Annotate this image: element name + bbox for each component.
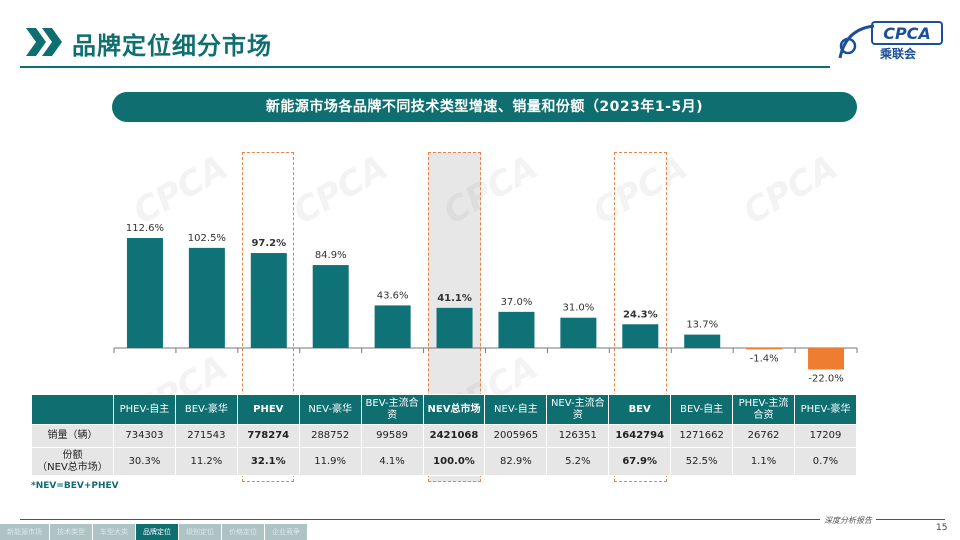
table-header-cell: NEV-主流合资: [546, 394, 610, 425]
table-row: 份额 （NEV总市场） 30.3% 11.2% 32.1% 11.9% 4.1% 100.0…: [31, 447, 858, 476]
bar: [622, 324, 659, 348]
nav-tab[interactable]: 新能源市场: [0, 524, 49, 540]
table-header-cell: BEV-豪华: [174, 394, 238, 425]
table-cell: 82.9%: [484, 447, 548, 476]
nav-tab[interactable]: 企业竞争: [265, 524, 307, 540]
table-cell: 17209: [793, 424, 858, 448]
table-cell: 734303: [113, 424, 176, 448]
table-header-cell: BEV-自主: [670, 394, 734, 425]
report-tagline: 深度分析报告: [820, 515, 876, 526]
table-cell: 1.1%: [732, 447, 795, 476]
table-header-cell: PHEV-豪华: [793, 394, 858, 425]
table-row-label: 份额 （NEV总市场）: [31, 447, 114, 476]
page-title: 品牌定位细分市场: [72, 32, 272, 60]
bar-value-label: 43.6%: [377, 290, 409, 301]
table-cell: 271543: [174, 424, 238, 448]
table-cell: 11.2%: [174, 447, 238, 476]
table-header-cell: PHEV-自主: [113, 394, 176, 425]
footer-divider: [20, 519, 945, 520]
bar: [808, 348, 845, 370]
bar: [188, 247, 225, 348]
table-cell: 26762: [732, 424, 795, 448]
bar-value-label: 37.0%: [501, 297, 533, 308]
footnote: *NEV=BEV+PHEV: [31, 481, 119, 491]
table-cell: 4.1%: [360, 447, 424, 476]
bar: [250, 253, 287, 348]
nav-tab[interactable]: 车型大类: [93, 524, 135, 540]
bar: [498, 311, 535, 348]
table-cell: 0.7%: [793, 447, 858, 476]
nav-tab[interactable]: 品牌定位: [136, 524, 178, 540]
table-cell: 30.3%: [113, 447, 176, 476]
watermark: CPCA: [586, 147, 695, 233]
watermark: CPCA: [736, 147, 845, 233]
bar-value-label: 13.7%: [686, 320, 718, 331]
table-cell: 2005965: [484, 424, 548, 448]
table-cell: 52.5%: [670, 447, 734, 476]
bar: [374, 305, 411, 348]
cpca-logo: CPCA: [838, 21, 943, 59]
table-cell: 32.1%: [236, 447, 300, 476]
table-row-label: 销量（辆）: [31, 424, 114, 448]
table-cell: 99589: [360, 424, 424, 448]
bar-value-label: -1.4%: [750, 353, 779, 364]
nav-tab[interactable]: 级别定位: [179, 524, 221, 540]
bar-value-label: 97.2%: [251, 238, 286, 249]
bar: [684, 334, 721, 348]
chart-title-banner: 新能源市场各品牌不同技术类型增速、销量和份额（2023年1-5月): [112, 92, 857, 122]
sales-share-table: PHEV-自主 BEV-豪华 PHEV NEV-豪华 BEV-主流合资 NEV总市场 NEV…: [31, 394, 858, 476]
table-cell: 1271662: [670, 424, 734, 448]
bar: [436, 307, 473, 348]
section-nav: 新能源市场 技术类型 车型大类 品牌定位 级别定位 价格定位 企业竞争: [0, 524, 400, 540]
table-cell: 67.9%: [608, 447, 672, 476]
header-divider: [20, 66, 830, 68]
table-cell: 11.9%: [298, 447, 362, 476]
table-row: 销量（辆） 734303 271543 778274 288752 99589 242106…: [31, 424, 858, 448]
table-header-cell: NEV-豪华: [298, 394, 362, 425]
bar-value-label: -22.0%: [808, 373, 843, 384]
table-header-cell: NEV-自主: [484, 394, 548, 425]
bar-value-label: 31.0%: [562, 303, 594, 314]
table-cell: 2421068: [422, 424, 486, 448]
table-cell: 1642794: [608, 424, 672, 448]
logo-text: CPCA: [883, 24, 931, 43]
table-header-cell: PHEV: [236, 394, 300, 425]
table-cell: 100.0%: [422, 447, 486, 476]
table-cell: 5.2%: [546, 447, 610, 476]
bar-value-label: 24.3%: [623, 309, 658, 320]
nav-tab[interactable]: 技术类型: [50, 524, 92, 540]
bar: [560, 317, 597, 348]
table-cell: 778274: [236, 424, 300, 448]
page-number: 15: [936, 523, 948, 533]
table-header-cell: BEV: [608, 394, 672, 425]
watermark: CPCA: [286, 147, 395, 233]
table-corner-cell: [31, 394, 114, 425]
bar: [126, 238, 163, 348]
table-header-cell: BEV-主流合资: [360, 394, 424, 425]
table-cell: 126351: [546, 424, 610, 448]
bar-value-label: 102.5%: [188, 233, 226, 244]
bar-value-label: 41.1%: [437, 293, 472, 304]
bar-value-label: 112.6%: [126, 223, 164, 234]
watermark: CPCA: [126, 147, 235, 233]
watermark: CPCA: [436, 147, 545, 233]
logo-subtext: 乘联会: [880, 47, 917, 61]
table-header-cell: PHEV-主流合资: [732, 394, 795, 425]
table-cell: 288752: [298, 424, 362, 448]
table-header-cell: NEV总市场: [422, 394, 486, 425]
double-chevron-icon: [26, 28, 62, 56]
bar: [312, 265, 349, 348]
bar-value-label: 84.9%: [315, 250, 347, 261]
bar: [746, 348, 783, 350]
nav-tab[interactable]: 价格定位: [222, 524, 264, 540]
